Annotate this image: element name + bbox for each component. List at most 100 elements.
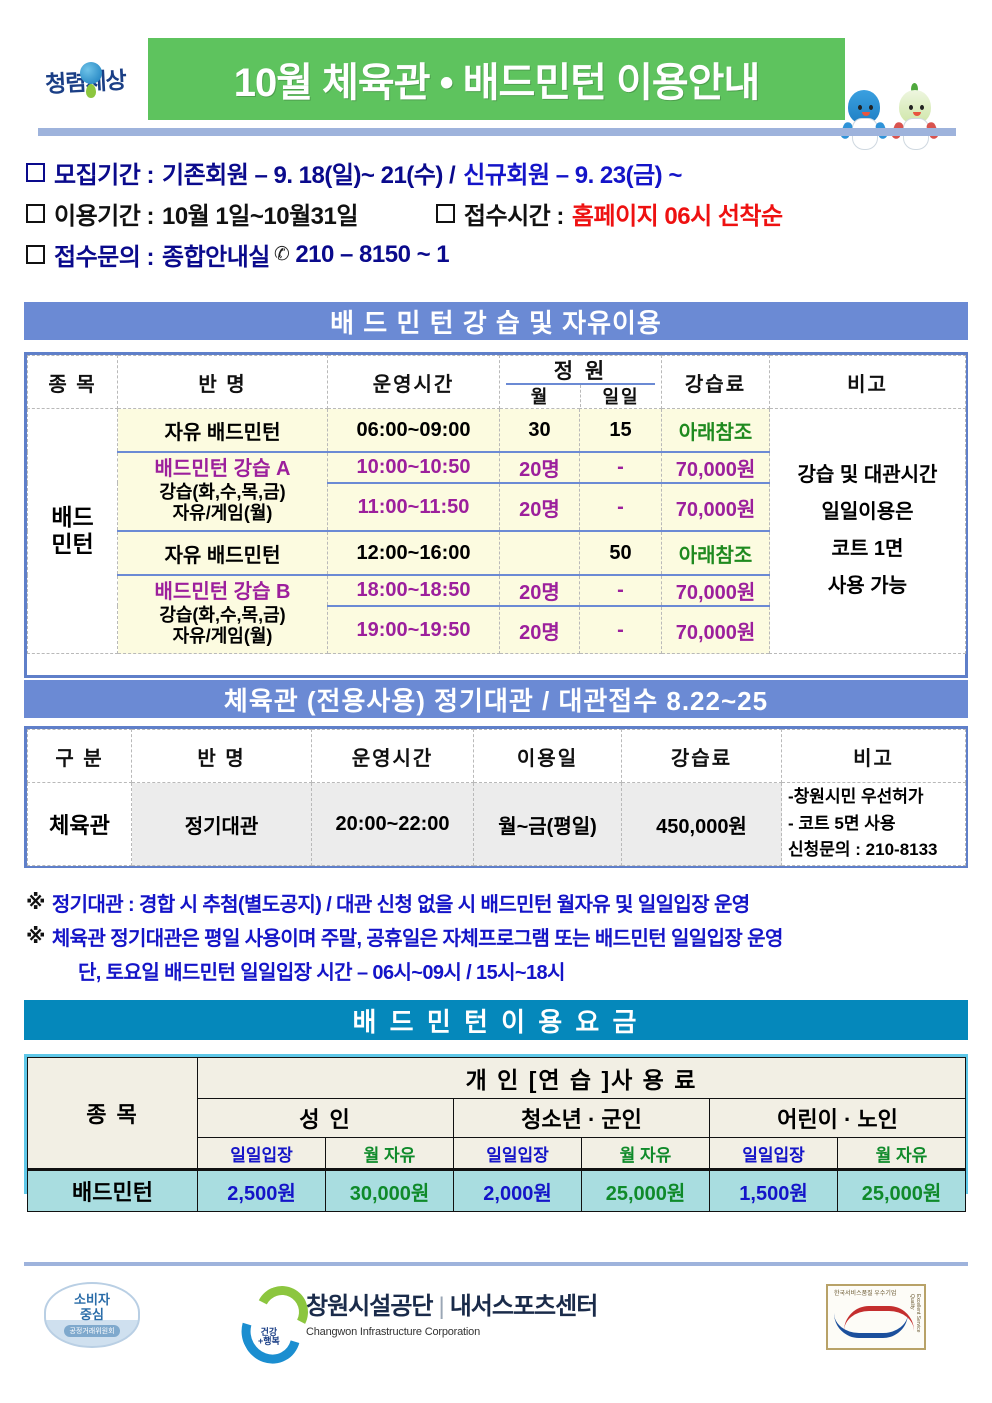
service-quality-award-logo: 한국서비스품질 우수기업 Excellent Service Quality — [826, 1284, 926, 1350]
cell-fee: 70,000원 — [661, 482, 770, 532]
cell-class-name: 정기대관 — [131, 782, 312, 866]
remark-stack: -창원시민 우선허가 - 코트 5면 사용 신청문의 : 210-8133 — [788, 784, 965, 863]
ci-swoosh-icon: 건강 +행복 — [230, 1279, 315, 1374]
section-bar-title: 배 드 민 턴 강 습 및 자유이용 — [330, 307, 662, 338]
mascot-eye-right — [920, 105, 924, 110]
fee-header-row-2: 성 인 청소년 · 군인 어린이 · 노인 — [28, 1098, 966, 1138]
remark-line-3: 코트 1면 — [831, 538, 904, 560]
mascot-eye-left — [858, 105, 862, 110]
table-row: 배드민턴 강습 B 강습(화,수,목,금) 자유/게임(월) 18:00~18:… — [28, 574, 966, 654]
th-child-monthly: 월 자유 — [837, 1137, 966, 1170]
category-stack: 배드 민턴 — [28, 504, 117, 558]
th-class-name: 반 명 — [117, 355, 328, 409]
badminton-schedule-table: 종 목 반 명 운영시간 정 원 월 일일 강습료 비고 — [24, 352, 968, 678]
note-text: 단, 토요일 배드민턴 일일입장 시간 – 06시~09시 / 15시~18시 — [78, 961, 565, 984]
th-class-name: 반 명 — [131, 729, 312, 783]
fee-header-row-1: 종 목 개 인 [연 습 ]사 용 료 — [27, 1057, 966, 1170]
note-item: ※ 체육관 정기대관은 평일 사용이며 주말, 공휴일은 자체프로그램 또는 배… — [26, 919, 992, 953]
th-group-youth-military: 청소년 · 군인 — [453, 1098, 710, 1138]
table-row: 자유 배드민턴 12:00~16:00 50 아래참조 — [28, 530, 966, 576]
award-red-swoosh — [844, 1306, 914, 1331]
section-bar-title: 체육관 (전용사용) 정기대관 / 대관접수 8.22~25 — [223, 685, 769, 716]
cell-remark: 강습 및 대관시간 일일이용은 코트 1면 사용 가능 — [769, 408, 966, 654]
class-name-sub-1: 강습(화,수,목,금) — [159, 605, 286, 626]
logo-dot-icon — [80, 62, 102, 84]
remark-line-1: 강습 및 대관시간 — [797, 464, 938, 486]
th-group-child-senior: 어린이 · 노인 — [709, 1098, 966, 1138]
th-operating-time: 운영시간 — [327, 355, 500, 409]
remark-line-4: 사용 가능 — [827, 575, 908, 597]
cell-capacity-day: - — [579, 605, 662, 654]
th-group-adult: 성 인 — [197, 1098, 454, 1138]
th-division: 구 분 — [27, 729, 132, 783]
recruit-existing: 기존회원 – 9. 18(일)~ 21(수) / — [161, 162, 456, 189]
th-category: 종 목 — [27, 355, 118, 409]
cell-adult-daily: 2,500원 — [197, 1168, 326, 1212]
award-title: 한국서비스품질 우수기업 — [834, 1291, 897, 1297]
consumer-logo-authority: 공정거래위원회 — [64, 1324, 120, 1337]
section-bar-gym-rental: 체육관 (전용사용) 정기대관 / 대관접수 8.22~25 — [24, 680, 968, 718]
capacity-rule — [506, 383, 655, 385]
period-label: 이용기간 : — [54, 203, 154, 230]
cell-category-badminton: 배드 민턴 — [27, 408, 118, 654]
cell-fee: 450,000원 — [621, 782, 782, 866]
cell-fee: 70,000원 — [661, 605, 770, 654]
cell-capacity-month: 20명 — [499, 482, 580, 532]
th-capacity-day: 일일 — [602, 387, 640, 407]
table-row: 배드민턴 강습 A 강습(화,수,목,금) 자유/게임(월) 10:00~10:… — [28, 451, 966, 532]
cell-time: 19:00~19:50 — [327, 605, 500, 654]
green-mascot-icon — [890, 83, 940, 154]
cell-time: 10:00~10:50 — [327, 451, 500, 484]
info-block: 모집기간 : 기존회원 – 9. 18(일)~ 21(수) / 신규회원 – 9… — [0, 152, 992, 275]
th-operating-time: 운영시간 — [311, 729, 474, 783]
category-line-2: 민턴 — [51, 531, 94, 557]
cell-time: 12:00~16:00 — [327, 530, 500, 576]
section-bar-badminton-class: 배 드 민 턴 강 습 및 자유이용 — [24, 302, 968, 340]
checkbox-square-icon — [26, 204, 45, 223]
th-remark: 비고 — [769, 355, 966, 409]
fee-data-row: 배드민턴 2,500원 30,000원 2,000원 25,000원 1,500… — [27, 1168, 966, 1212]
cell-time: 11:00~11:50 — [327, 482, 500, 532]
cell-capacity-month: 20명 — [499, 451, 580, 484]
ci-korean-names: 창원시설공단 | 내서스포츠센터 — [306, 1293, 599, 1320]
ci-korean-name: 창원시설공단 — [306, 1293, 433, 1320]
cell-fee: 아래참조 — [661, 408, 770, 453]
cell-class-name: 배드민턴 강습 A 강습(화,수,목,금) 자유/게임(월) — [117, 451, 328, 532]
th-fee: 강습료 — [661, 355, 770, 409]
gym-rental-table: 구 분 반 명 운영시간 이용일 강습료 비고 체육관 정기대관 20:00~2… — [24, 726, 968, 868]
cell-class-name: 자유 배드민턴 — [117, 408, 328, 453]
title-divider — [38, 128, 956, 136]
cell-capacity-month: 20명 — [499, 605, 580, 654]
poster-title-banner: 10월 체육관 • 배드민턴 이용안내 — [148, 38, 845, 120]
cell-fee: 70,000원 — [661, 574, 770, 607]
th-usage-day: 이용일 — [473, 729, 622, 783]
info-line-contact: 접수문의 : 종합안내실 ✆ 210 – 8150 ~ 1 — [0, 234, 992, 275]
cell-time: 06:00~09:00 — [327, 408, 500, 453]
mascot-mouth — [913, 112, 921, 116]
ci-center-name: 내서스포츠센터 — [449, 1293, 599, 1320]
ci-slogan-line-2: +행복 — [258, 1336, 280, 1347]
cheongryeom-logo: 청렴세상 — [24, 52, 146, 108]
ci-name-separator: | — [438, 1293, 444, 1320]
class-name-title: 배드민턴 강습 A — [154, 458, 291, 481]
cell-capacity-day: - — [579, 574, 662, 607]
note-mark-icon: ※ — [26, 925, 45, 948]
table-row: 체육관 정기대관 20:00~22:00 월~금(평일) 450,000원 -창… — [27, 782, 966, 866]
reception-time-label: 접수시간 : — [463, 203, 564, 230]
ci-slogan-line-1: 건강 — [260, 1327, 278, 1337]
note-text: 정기대관 : 경합 시 추첨(별도공지) / 대관 신청 없을 시 배드민턴 월… — [51, 893, 750, 916]
section-bar-title: 배 드 민 턴 이 용 요 금 — [352, 1006, 640, 1037]
remark-line-2: 일일이용은 — [821, 501, 914, 523]
award-subtitle: Excellent Service Quality — [909, 1294, 921, 1333]
mascot-eye-right — [869, 105, 873, 110]
info-line-recruit: 모집기간 : 기존회원 – 9. 18(일)~ 21(수) / 신규회원 – 9… — [0, 152, 992, 193]
class-name-sub-2: 자유/게임(월) — [172, 503, 273, 524]
cell-remark: -창원시민 우선허가 - 코트 5면 사용 신청문의 : 210-8133 — [781, 782, 966, 866]
table-header-row: 종 목 반 명 운영시간 정 원 월 일일 강습료 비고 — [27, 355, 966, 409]
cell-fee: 70,000원 — [661, 451, 770, 484]
th-capacity-group: 정 원 월 일일 — [499, 355, 662, 409]
cell-class-name: 자유 배드민턴 — [117, 530, 328, 576]
class-name-sub-1: 강습(화,수,목,금) — [159, 482, 286, 503]
th-item: 종 목 — [27, 1057, 198, 1170]
